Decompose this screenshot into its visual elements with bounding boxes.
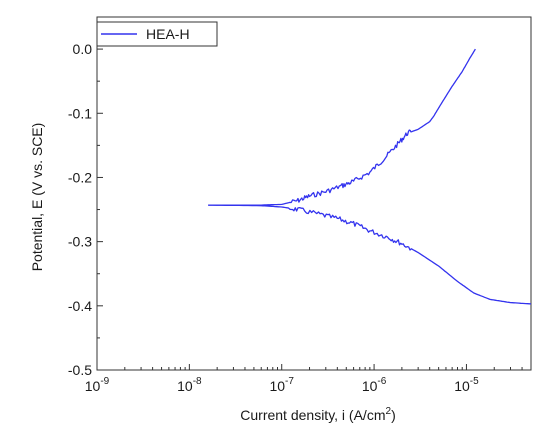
legend: HEA-H: [96, 21, 218, 47]
plot-area-border: [96, 16, 532, 371]
y-tick-label: -0.1: [68, 105, 92, 121]
x-axis: 10-9 10-8 10-7 10-6 10-5: [85, 364, 532, 394]
y-tick-label: -0.2: [68, 169, 92, 185]
x-tick-label: 10-9: [85, 376, 110, 394]
legend-label: HEA-H: [146, 26, 190, 42]
cathodic-branch-line: [208, 204, 532, 305]
plot-frame: [96, 16, 532, 371]
y-tick-label: -0.4: [68, 298, 92, 314]
x-axis-title: Current density, i (A/cm2): [240, 406, 395, 423]
x-tick-label: 10-8: [177, 376, 202, 394]
y-axis: 0.0 -0.1 -0.2 -0.3 -0.4 -0.5: [68, 41, 103, 378]
series-lines: [208, 48, 532, 305]
y-tick-label: -0.3: [68, 234, 92, 250]
y-tick-label: 0.0: [73, 41, 93, 57]
y-axis-title: Potential, E (V vs. SCE): [29, 123, 45, 272]
x-tick-label: 10-6: [362, 376, 387, 394]
x-tick-label: 10-5: [454, 376, 479, 394]
x-tick-label: 10-7: [269, 376, 294, 394]
y-tick-label: -0.5: [68, 362, 92, 378]
anodic-branch-line: [208, 48, 476, 206]
